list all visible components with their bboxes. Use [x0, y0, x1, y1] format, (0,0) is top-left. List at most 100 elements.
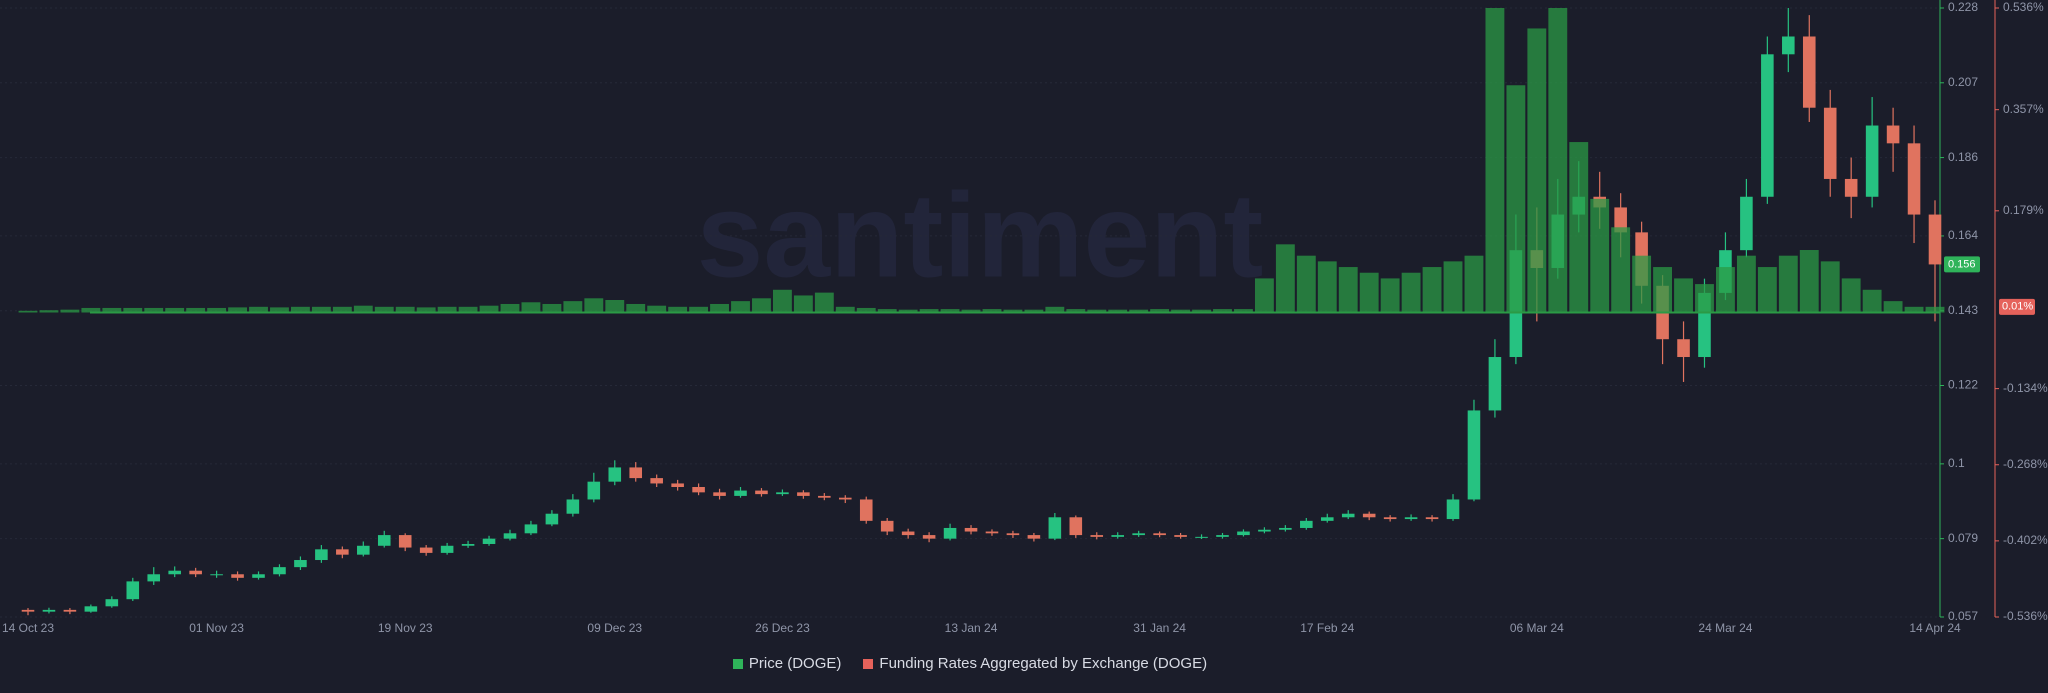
y2-tick-label: -0.134%	[2003, 381, 2048, 395]
candle-body	[1886, 125, 1900, 144]
funding-bar	[1024, 309, 1044, 313]
funding-bar	[710, 303, 729, 313]
candle-body	[692, 487, 705, 493]
candle-body	[922, 535, 936, 539]
funding-bar	[311, 306, 331, 313]
y2-tick-label: 0.357%	[2003, 102, 2044, 116]
candle-body	[42, 609, 56, 612]
funding-bar	[1904, 306, 1924, 313]
x-tick-label: 17 Feb 24	[1300, 621, 1354, 635]
candle-body	[1237, 531, 1250, 536]
y-tick-label: 0.207	[1948, 75, 1978, 89]
candle-body	[1425, 517, 1439, 520]
candle-body	[1090, 535, 1104, 537]
candle-body	[336, 549, 349, 555]
funding-bar	[1485, 8, 1505, 313]
candle-body	[797, 492, 810, 496]
funding-bar	[479, 305, 499, 313]
candle-body	[1928, 214, 1942, 265]
candle-body	[1195, 536, 1208, 538]
y2-tick-label: 0.179%	[2003, 203, 2044, 217]
y2-tick-label: -0.402%	[2003, 533, 2048, 547]
funding-bar	[500, 303, 520, 313]
candle-body	[231, 574, 244, 578]
funding-bar	[584, 298, 604, 313]
funding-bar	[898, 309, 918, 313]
candle-body	[671, 483, 684, 488]
legend-item[interactable]: Price (DOGE)	[732, 655, 842, 672]
funding-bar	[542, 303, 562, 313]
candle-body	[1865, 125, 1879, 197]
last-value-label: 0.156	[1948, 258, 1976, 270]
y2-tick-label: -0.268%	[2003, 457, 2048, 471]
candle-body	[1300, 520, 1313, 528]
funding-bar	[1883, 301, 1903, 313]
funding-bar	[123, 307, 143, 313]
funding-bar	[290, 306, 310, 313]
candle-body	[859, 499, 873, 521]
candle-body	[21, 609, 35, 612]
y-tick-label: 0.143	[1948, 303, 1978, 317]
candle-body	[252, 574, 265, 578]
funding-bar	[1108, 309, 1128, 313]
funding-bar	[1464, 255, 1484, 313]
candle-body	[273, 567, 286, 575]
candle-body	[1111, 535, 1125, 537]
legend-label: Price (DOGE)	[748, 655, 842, 672]
funding-bar	[1338, 267, 1358, 313]
x-tick-label: 06 Mar 24	[1510, 621, 1564, 635]
funding-bar	[102, 307, 122, 313]
candle-body	[1677, 339, 1690, 358]
funding-bar	[1003, 309, 1023, 313]
candle-body	[1174, 535, 1187, 537]
candle-body	[880, 520, 894, 532]
legend-label: Funding Rates Aggregated by Exchange (DO…	[879, 655, 1208, 672]
candle-body	[629, 467, 643, 479]
funding-bar	[1736, 255, 1756, 313]
funding-bar	[1632, 255, 1652, 313]
funding-bar	[877, 309, 897, 313]
candle-body	[1844, 178, 1858, 197]
candle-body	[1446, 499, 1460, 520]
candle-body	[1488, 357, 1502, 411]
candle-body	[755, 490, 768, 495]
funding-bar	[60, 309, 80, 313]
funding-bar	[1506, 85, 1526, 313]
y-tick-label: 0.057	[1948, 609, 1978, 623]
funding-bar	[1192, 309, 1211, 313]
candle-body	[147, 574, 161, 582]
funding-bar	[416, 307, 436, 313]
funding-bar	[39, 310, 59, 313]
funding-bar	[1087, 309, 1107, 313]
candle-body	[440, 545, 454, 553]
funding-bar	[919, 309, 939, 313]
candle-body	[524, 524, 538, 534]
funding-bar	[647, 305, 667, 313]
y-tick-label: 0.079	[1948, 531, 1978, 545]
candle-body	[1907, 143, 1921, 215]
legend-swatch	[863, 658, 874, 669]
funding-bar	[1275, 244, 1295, 313]
funding-bar	[752, 298, 771, 313]
funding-bar	[1799, 250, 1819, 313]
funding-bar	[1569, 142, 1589, 313]
x-tick-label: 31 Jan 24	[1133, 621, 1186, 635]
funding-bar	[814, 292, 834, 313]
candle-body	[1782, 36, 1795, 55]
funding-bar	[1234, 309, 1253, 313]
legend-item[interactable]: Funding Rates Aggregated by Exchange (DO…	[863, 655, 1207, 672]
funding-bar	[165, 307, 185, 313]
candle-body	[1216, 535, 1229, 537]
funding-bar	[1422, 267, 1442, 313]
candle-body	[1341, 513, 1355, 518]
candle-body	[943, 527, 957, 539]
candle-body	[650, 478, 663, 484]
candle-body	[964, 527, 978, 532]
funding-bar	[1296, 255, 1316, 313]
candle-body	[587, 481, 601, 500]
funding-bar	[731, 301, 750, 313]
funding-bar	[961, 309, 981, 313]
funding-bar	[1380, 278, 1400, 313]
